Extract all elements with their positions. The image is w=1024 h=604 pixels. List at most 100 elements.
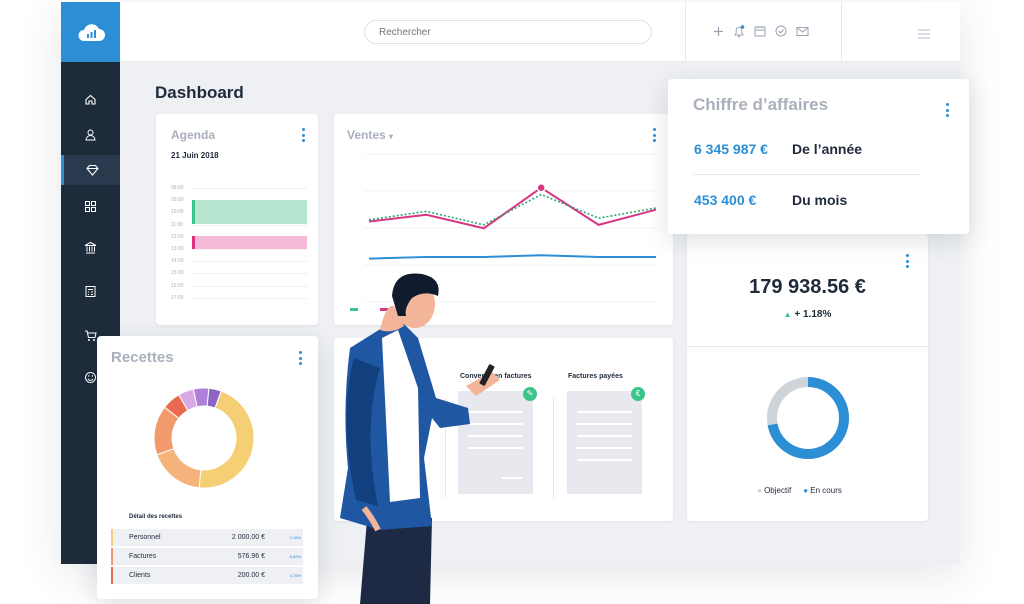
legend-swatch: [350, 308, 358, 311]
agenda-grid-line: [192, 297, 307, 299]
recettes-card: Recettes Détail des recettes Personnel 2 …: [97, 336, 318, 599]
chiffre-month-value: 453 400 €: [694, 192, 757, 208]
row-color-bar: [111, 567, 113, 584]
grid-icon: [85, 200, 96, 212]
invoices-paid-label: Factures payées: [568, 373, 623, 380]
cloud-logo-icon[interactable]: [61, 2, 120, 62]
total-delta-value: + 1.18%: [794, 309, 832, 320]
recettes-more-icon[interactable]: [298, 351, 302, 365]
ventes-card: Ventes ▾: [334, 114, 673, 325]
divider: [693, 174, 921, 175]
row-amount: 576.96 €: [237, 553, 265, 560]
agenda-grid-line: [192, 285, 307, 287]
home-icon: [85, 94, 96, 105]
chiffre-year-label: De l’année: [792, 141, 863, 157]
row-color-bar: [111, 529, 113, 546]
doc-line: [577, 447, 632, 449]
agenda-hour-label: 13:00: [171, 246, 184, 252]
donut-slice[interactable]: [156, 448, 202, 489]
agenda-event[interactable]: [192, 200, 307, 224]
menu-icon[interactable]: [918, 26, 930, 44]
legend-label: En cours: [810, 486, 842, 495]
agenda-grid-line: [192, 249, 307, 250]
agenda-event[interactable]: [192, 236, 307, 249]
agenda-date: 21 Juin 2018: [171, 151, 219, 160]
calendar-icon[interactable]: [753, 24, 767, 38]
recettes-detail-title: Détail des recettes: [129, 514, 183, 520]
cloud-icon: [78, 24, 105, 41]
agenda-hour-label: 08:00: [171, 185, 184, 191]
agenda-hour-label: 10:00: [171, 209, 184, 216]
sidebar-item-user[interactable]: [61, 119, 120, 149]
diamond-icon: [85, 164, 99, 176]
series-line: [368, 193, 657, 226]
doc-line: [502, 477, 522, 479]
chiffre-card: Chiffre d’affaires 6 345 987 € De l’anné…: [668, 79, 969, 234]
sidebar-item-cart[interactable]: [61, 320, 120, 350]
arrow-up-icon: ▲: [783, 310, 792, 319]
divider: [685, 2, 686, 62]
bank-icon: [84, 241, 97, 253]
check-circle-icon[interactable]: [774, 24, 788, 38]
sidebar-item-calculator[interactable]: [61, 276, 120, 306]
row-label: Clients: [129, 572, 151, 579]
agenda-hour-label: 09:00: [171, 197, 184, 204]
sidebar-item-grid[interactable]: [61, 191, 120, 221]
invoice-document[interactable]: [458, 391, 533, 494]
sidebar-item-home[interactable]: [61, 84, 120, 114]
donut-slice[interactable]: [206, 387, 222, 409]
total-card: 179 938.56 € ▲ + 1.18% ● Objectif ● En c…: [687, 234, 928, 521]
row-percent: 2,18%: [289, 535, 301, 540]
doc-line: [577, 459, 632, 461]
chiffre-more-icon[interactable]: [945, 103, 949, 117]
ventes-title-label: Ventes: [347, 128, 386, 142]
plus-icon[interactable]: [711, 24, 725, 38]
chiffre-year-value: 6 345 987 €: [694, 141, 768, 157]
legend-dot: ●: [803, 486, 809, 495]
chevron-down-icon: ▾: [389, 132, 394, 141]
agenda-hour-label: 15:00: [171, 270, 184, 277]
doc-line: [468, 423, 523, 425]
divider: [553, 398, 554, 498]
total-delta: ▲ + 1.18%: [687, 309, 928, 320]
sidebar-item-diamond[interactable]: [61, 155, 120, 185]
search-input[interactable]: [364, 20, 652, 44]
pencil-icon[interactable]: ✎: [523, 387, 537, 401]
agenda-grid-line: [192, 273, 307, 275]
sidebar-item-bank[interactable]: [61, 232, 120, 262]
calculator-icon: [85, 285, 96, 297]
recettes-row[interactable]: Factures 576.96 € 8,60%: [111, 548, 303, 565]
donut-slice[interactable]: [198, 390, 255, 489]
paid-document[interactable]: [567, 391, 642, 494]
row-color-bar: [111, 548, 113, 565]
bell-icon[interactable]: [732, 24, 746, 38]
ventes-more-icon[interactable]: [652, 128, 656, 142]
recettes-row[interactable]: Clients 200.00 € 4,76%: [111, 567, 303, 584]
divider: [687, 346, 928, 347]
total-legend: ● Objectif ● En cours: [757, 486, 842, 495]
recettes-title: Recettes: [111, 349, 174, 366]
total-more-icon[interactable]: [905, 254, 909, 268]
data-point[interactable]: [536, 183, 546, 193]
recettes-donut: [153, 387, 255, 489]
legend-item: ● En cours: [803, 486, 842, 495]
agenda-card: Agenda 21 Juin 2018 08:00 09:00 10:00 11:00…: [156, 114, 318, 325]
sidebar-item-smiley[interactable]: [61, 362, 120, 392]
divider: [445, 398, 446, 498]
mail-icon[interactable]: [795, 24, 809, 38]
legend-swatch: [380, 308, 388, 311]
row-percent: 4,76%: [289, 573, 301, 578]
doc-line: [577, 423, 632, 425]
row-amount: 2 000.00 €: [231, 534, 265, 541]
legend-label: Objectif: [764, 486, 792, 495]
doc-line: [468, 411, 523, 413]
agenda-more-icon[interactable]: [301, 128, 305, 142]
recettes-row[interactable]: Personnel 2 000.00 € 2,18%: [111, 529, 303, 546]
agenda-title: Agenda: [171, 128, 216, 142]
ventes-title[interactable]: Ventes ▾: [347, 128, 393, 142]
row-percent: 8,60%: [289, 554, 301, 559]
cart-icon: [85, 330, 97, 341]
euro-icon[interactable]: €: [631, 387, 645, 401]
top-bar: [61, 2, 960, 62]
